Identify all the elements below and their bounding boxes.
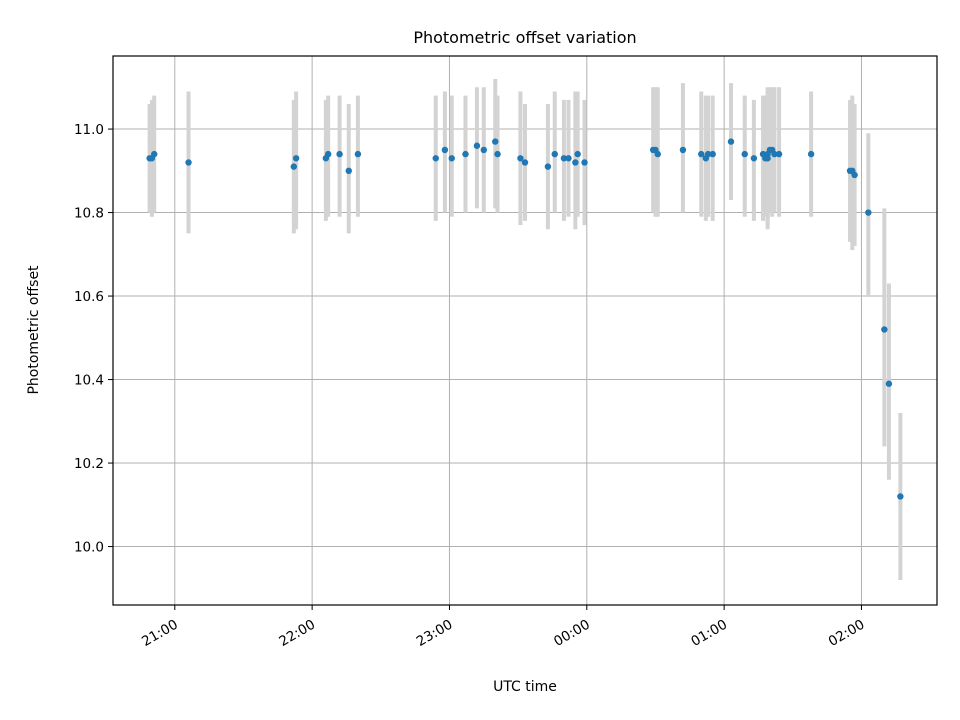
point-layer xyxy=(146,138,904,500)
data-point xyxy=(698,150,705,158)
data-point xyxy=(151,150,158,158)
data-point xyxy=(897,493,904,500)
data-point xyxy=(462,150,469,158)
data-point xyxy=(881,326,888,333)
chart-title: Photometric offset variation xyxy=(413,28,636,47)
data-point xyxy=(480,146,487,154)
data-point xyxy=(473,142,481,149)
data-point xyxy=(185,159,192,166)
data-point xyxy=(494,150,501,158)
data-point xyxy=(292,155,300,162)
data-point xyxy=(492,138,499,145)
data-point xyxy=(521,159,529,166)
y-tick-label: 10.8 xyxy=(74,206,104,222)
data-point xyxy=(775,150,783,158)
data-point xyxy=(517,155,524,162)
data-point xyxy=(544,163,552,170)
data-point xyxy=(885,380,893,387)
data-point xyxy=(345,167,352,175)
data-point xyxy=(448,155,455,162)
data-point xyxy=(771,150,778,158)
data-point xyxy=(741,150,748,158)
data-point xyxy=(432,155,439,162)
data-point xyxy=(551,150,558,158)
data-point xyxy=(865,209,872,216)
data-point xyxy=(572,159,579,166)
data-point xyxy=(727,138,735,145)
data-point xyxy=(560,155,568,162)
x-axis-label: UTC time xyxy=(493,679,557,695)
data-point xyxy=(851,171,858,179)
data-point xyxy=(324,150,332,158)
y-tick-label: 11.0 xyxy=(74,122,104,138)
data-point xyxy=(679,146,687,154)
y-tick-label: 10.2 xyxy=(74,456,104,472)
data-point xyxy=(654,150,661,158)
plot-frame xyxy=(112,55,938,606)
data-point xyxy=(704,150,712,158)
data-point xyxy=(750,155,758,162)
data-point xyxy=(764,155,771,162)
data-point xyxy=(565,155,572,162)
data-point xyxy=(581,159,588,166)
data-point xyxy=(709,150,716,158)
data-point xyxy=(290,163,298,170)
y-tick-label: 10.4 xyxy=(74,373,104,389)
data-point xyxy=(574,150,581,158)
data-point xyxy=(807,150,815,158)
data-point xyxy=(336,150,343,158)
y-axis-label: Photometric offset xyxy=(26,265,42,395)
y-tick-label: 10.0 xyxy=(74,540,104,556)
data-point xyxy=(354,150,362,158)
y-axis: 10.0 10.2 10.4 10.6 10.8 11.0 xyxy=(74,122,113,556)
data-point xyxy=(441,146,449,154)
y-tick-label: 10.6 xyxy=(74,289,104,305)
